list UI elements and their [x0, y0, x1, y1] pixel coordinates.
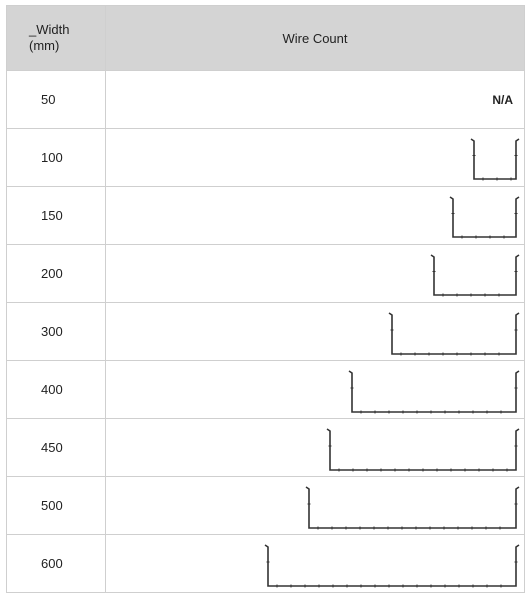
width-value: 400	[6, 360, 106, 419]
tray-profile-icon	[348, 370, 520, 414]
tray-profile-cell: N/A	[105, 70, 525, 129]
width-value: 50	[6, 70, 106, 129]
table-row: 100	[6, 128, 525, 187]
cable-tray-width-table: _Width (mm) Wire Count 50 N/A 100 150 200 300…	[6, 5, 525, 593]
table-row: 150	[6, 186, 525, 245]
width-column-header: _Width (mm)	[6, 5, 106, 71]
width-value: 450	[6, 418, 106, 477]
tray-profile-icon	[470, 138, 520, 181]
tray-profile-cell	[105, 418, 525, 477]
tray-profile-icon	[449, 196, 520, 239]
tray-profile-cell	[105, 360, 525, 419]
tray-profile-cell	[105, 534, 525, 593]
table-row: 450	[6, 418, 525, 477]
tray-profile-cell	[105, 186, 525, 245]
tray-profile-icon	[326, 428, 520, 472]
tray-profile-icon	[430, 254, 520, 297]
tray-profile-cell	[105, 476, 525, 535]
header-row: _Width (mm) Wire Count	[6, 5, 525, 71]
table-row: 50 N/A	[6, 70, 525, 129]
tray-profile-icon	[305, 486, 520, 530]
tray-profile-icon	[264, 544, 520, 588]
table-row: 300	[6, 302, 525, 361]
width-value: 500	[6, 476, 106, 535]
tray-profile-cell	[105, 244, 525, 303]
width-header-line2: (mm)	[29, 38, 60, 53]
width-value: 150	[6, 186, 106, 245]
width-value: 100	[6, 128, 106, 187]
tray-profile-cell	[105, 302, 525, 361]
not-available-label: N/A	[492, 92, 513, 107]
tray-profile-icon	[388, 312, 520, 356]
table-row: 600	[6, 534, 525, 593]
width-value: 200	[6, 244, 106, 303]
table-row: 400	[6, 360, 525, 419]
width-value: 600	[6, 534, 106, 593]
table-row: 500	[6, 476, 525, 535]
width-header-line1: _Width	[29, 22, 70, 37]
tray-profile-cell	[105, 128, 525, 187]
wire-count-column-header: Wire Count	[105, 5, 525, 71]
width-value: 300	[6, 302, 106, 361]
table-row: 200	[6, 244, 525, 303]
